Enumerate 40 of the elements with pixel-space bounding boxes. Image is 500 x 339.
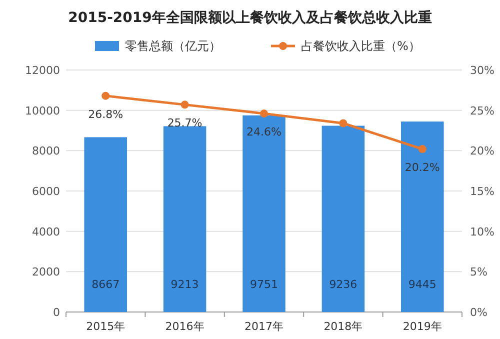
- y-tick-label: 8000: [32, 144, 60, 158]
- data-label: 24.6%: [246, 126, 282, 139]
- data-label: 9445: [408, 278, 436, 291]
- point: [339, 119, 348, 128]
- y-tick-label: 2000: [32, 266, 60, 279]
- y-tick-label: 6000: [32, 185, 60, 198]
- bar: [163, 126, 206, 312]
- point: [180, 100, 189, 109]
- data-label: 8667: [92, 278, 120, 291]
- y-tick-label: 4000: [32, 225, 60, 238]
- y2-tick-label: 20%: [470, 144, 494, 158]
- data-label: 9236: [329, 278, 358, 291]
- x-tick-label: 2017年: [244, 320, 284, 333]
- y2-tick-label: 5%: [470, 266, 488, 279]
- bar: [84, 137, 127, 312]
- bar: [322, 126, 365, 312]
- y-tick-label: 0: [53, 306, 60, 319]
- y-tick-label: 12000: [25, 64, 60, 77]
- y2-tick-label: 30%: [470, 64, 494, 77]
- legend-label: 零售总额（亿元）: [125, 39, 221, 53]
- y2-tick-label: 10%: [470, 225, 494, 238]
- legend-label: 占餐饮收入比重（%）: [301, 39, 420, 53]
- data-label: 20.2%: [404, 161, 440, 174]
- y-tick-label: 10000: [25, 104, 60, 118]
- bar: [242, 115, 286, 312]
- point: [260, 110, 268, 118]
- x-tick-label: 2018年: [324, 320, 363, 333]
- y2-tick-label: 15%: [470, 185, 494, 198]
- y2-tick-label: 0%: [470, 306, 488, 319]
- y2-tick-label: 25%: [470, 104, 494, 118]
- x-tick-label: 2015年: [86, 320, 126, 333]
- x-tick-label: 2016年: [165, 320, 204, 333]
- chart-title: 2015-2019年全国限额以上餐饮收入及占餐饮总收入比重: [68, 9, 432, 26]
- data-label: 26.8%: [88, 108, 124, 121]
- bar: [401, 122, 444, 312]
- data-label: 9213: [170, 278, 199, 291]
- data-label: 9751: [250, 278, 278, 291]
- x-tick-label: 2019年: [402, 320, 442, 333]
- point: [102, 92, 110, 100]
- point: [418, 145, 426, 154]
